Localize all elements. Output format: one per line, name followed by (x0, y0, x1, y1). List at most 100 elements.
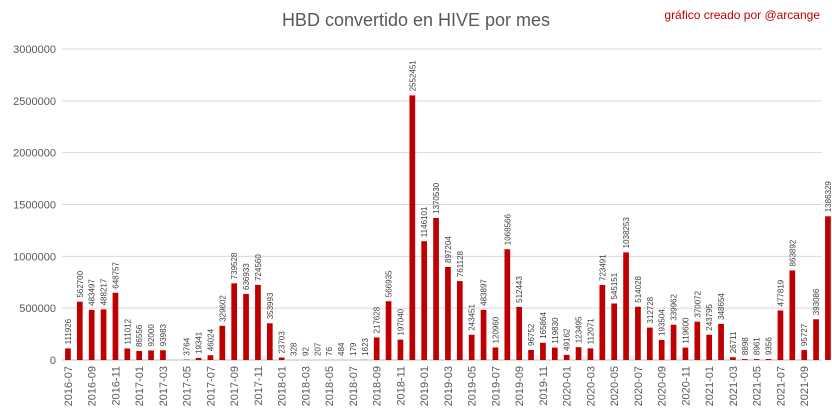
x-tick-label: 2020-05 (609, 366, 621, 406)
data-label: 488217 (100, 278, 109, 305)
data-label: 545151 (610, 272, 619, 299)
bar (563, 354, 570, 360)
data-label: 76 (325, 347, 334, 356)
x-tick-label: 2019-07 (490, 366, 502, 406)
x-tick-label: 2019-09 (514, 366, 526, 406)
x-tick-label: 2018-09 (372, 366, 384, 406)
bar (623, 252, 629, 360)
data-label: 484 (337, 342, 346, 356)
bar (741, 359, 748, 360)
bar (160, 350, 166, 360)
data-label: 863892 (788, 239, 797, 266)
bar (706, 334, 713, 360)
bar (789, 270, 796, 360)
data-label: 370072 (693, 290, 702, 317)
bar (801, 350, 808, 360)
data-label: 329602 (218, 295, 227, 322)
data-label: 243451 (468, 304, 477, 331)
data-label: 243795 (705, 303, 714, 330)
x-tick-label: 2017-07 (205, 366, 217, 406)
data-label: 86556 (135, 324, 144, 347)
data-label: 165864 (539, 312, 548, 339)
bar (278, 357, 285, 360)
bar (433, 217, 439, 360)
bar (753, 359, 760, 360)
y-tick-label: 1000000 (13, 251, 56, 263)
bar (409, 95, 416, 361)
bar (504, 249, 511, 360)
x-tick-label: 2019-01 (419, 366, 431, 406)
x-tick-label: 2017-09 (229, 366, 241, 406)
data-label: 49162 (563, 328, 572, 351)
x-tick-label: 2017-05 (182, 366, 194, 406)
data-label: 339962 (670, 294, 679, 321)
x-tick-label: 2021-05 (752, 366, 764, 406)
bar (516, 306, 523, 360)
x-tick-label: 2018-01 (277, 366, 289, 406)
bar (575, 347, 582, 360)
bar (730, 357, 736, 360)
x-tick-label: 2021-07 (775, 366, 787, 406)
data-label: 123495 (575, 316, 584, 343)
x-tick-label: 2017-11 (253, 366, 265, 406)
y-tick-label: 3000000 (13, 44, 56, 56)
x-tick-label: 2020-03 (585, 366, 597, 406)
data-label: 353993 (266, 292, 275, 319)
bar (813, 319, 819, 360)
x-tick-label: 2018-03 (300, 366, 312, 406)
data-label: 1068566 (503, 214, 512, 246)
data-label: 46024 (206, 328, 215, 351)
data-label: 483897 (480, 279, 489, 306)
x-tick-label: 2020-09 (657, 366, 669, 406)
data-label: 8898 (741, 337, 750, 355)
data-label: 739528 (230, 252, 239, 279)
data-label: 111926 (64, 318, 73, 344)
bar (599, 284, 606, 360)
bar (88, 309, 95, 360)
bar (646, 327, 653, 360)
bar (468, 334, 475, 360)
bar (124, 348, 131, 360)
bar (266, 323, 273, 360)
data-label: 26711 (729, 331, 738, 353)
bar (148, 350, 154, 360)
data-label: 23703 (278, 331, 287, 354)
bar (255, 284, 261, 360)
data-label: 207 (313, 342, 322, 356)
bar (112, 292, 119, 360)
x-tick-label: 2019-03 (443, 366, 455, 406)
data-label: 3764 (183, 337, 192, 355)
bar (825, 216, 831, 360)
data-label: 8961 (753, 337, 762, 355)
y-tick-label: 0 (50, 355, 56, 367)
chart-title: HBD convertido en HIVE por mes (281, 10, 551, 30)
data-label: 111012 (123, 318, 132, 344)
bar (694, 321, 701, 360)
y-tick-label: 1500000 (13, 200, 56, 212)
x-tick-label: 2018-11 (395, 366, 407, 406)
bar (718, 323, 724, 360)
bar (373, 337, 380, 360)
x-tick-label: 2016-11 (110, 366, 122, 406)
data-label: 1386329 (824, 181, 832, 213)
data-label: 648757 (111, 261, 120, 288)
x-tick-label: 2021-01 (704, 366, 716, 406)
bar (456, 281, 463, 360)
data-label: 393086 (812, 288, 821, 315)
data-label: 897204 (444, 236, 453, 263)
bar (670, 324, 677, 360)
data-label: 562700 (76, 270, 85, 297)
x-tick-label: 2020-01 (562, 366, 574, 406)
data-label: 1038253 (622, 217, 631, 249)
bar (492, 347, 499, 360)
data-label: 483497 (88, 279, 97, 306)
x-tick-label: 2020-07 (633, 366, 645, 406)
bar (219, 325, 226, 360)
bar (611, 303, 618, 360)
bar (207, 355, 214, 360)
x-tick-label: 2018-05 (324, 366, 336, 406)
data-label: 512443 (515, 276, 524, 303)
data-label: 93983 (159, 323, 168, 346)
bar (243, 293, 249, 360)
